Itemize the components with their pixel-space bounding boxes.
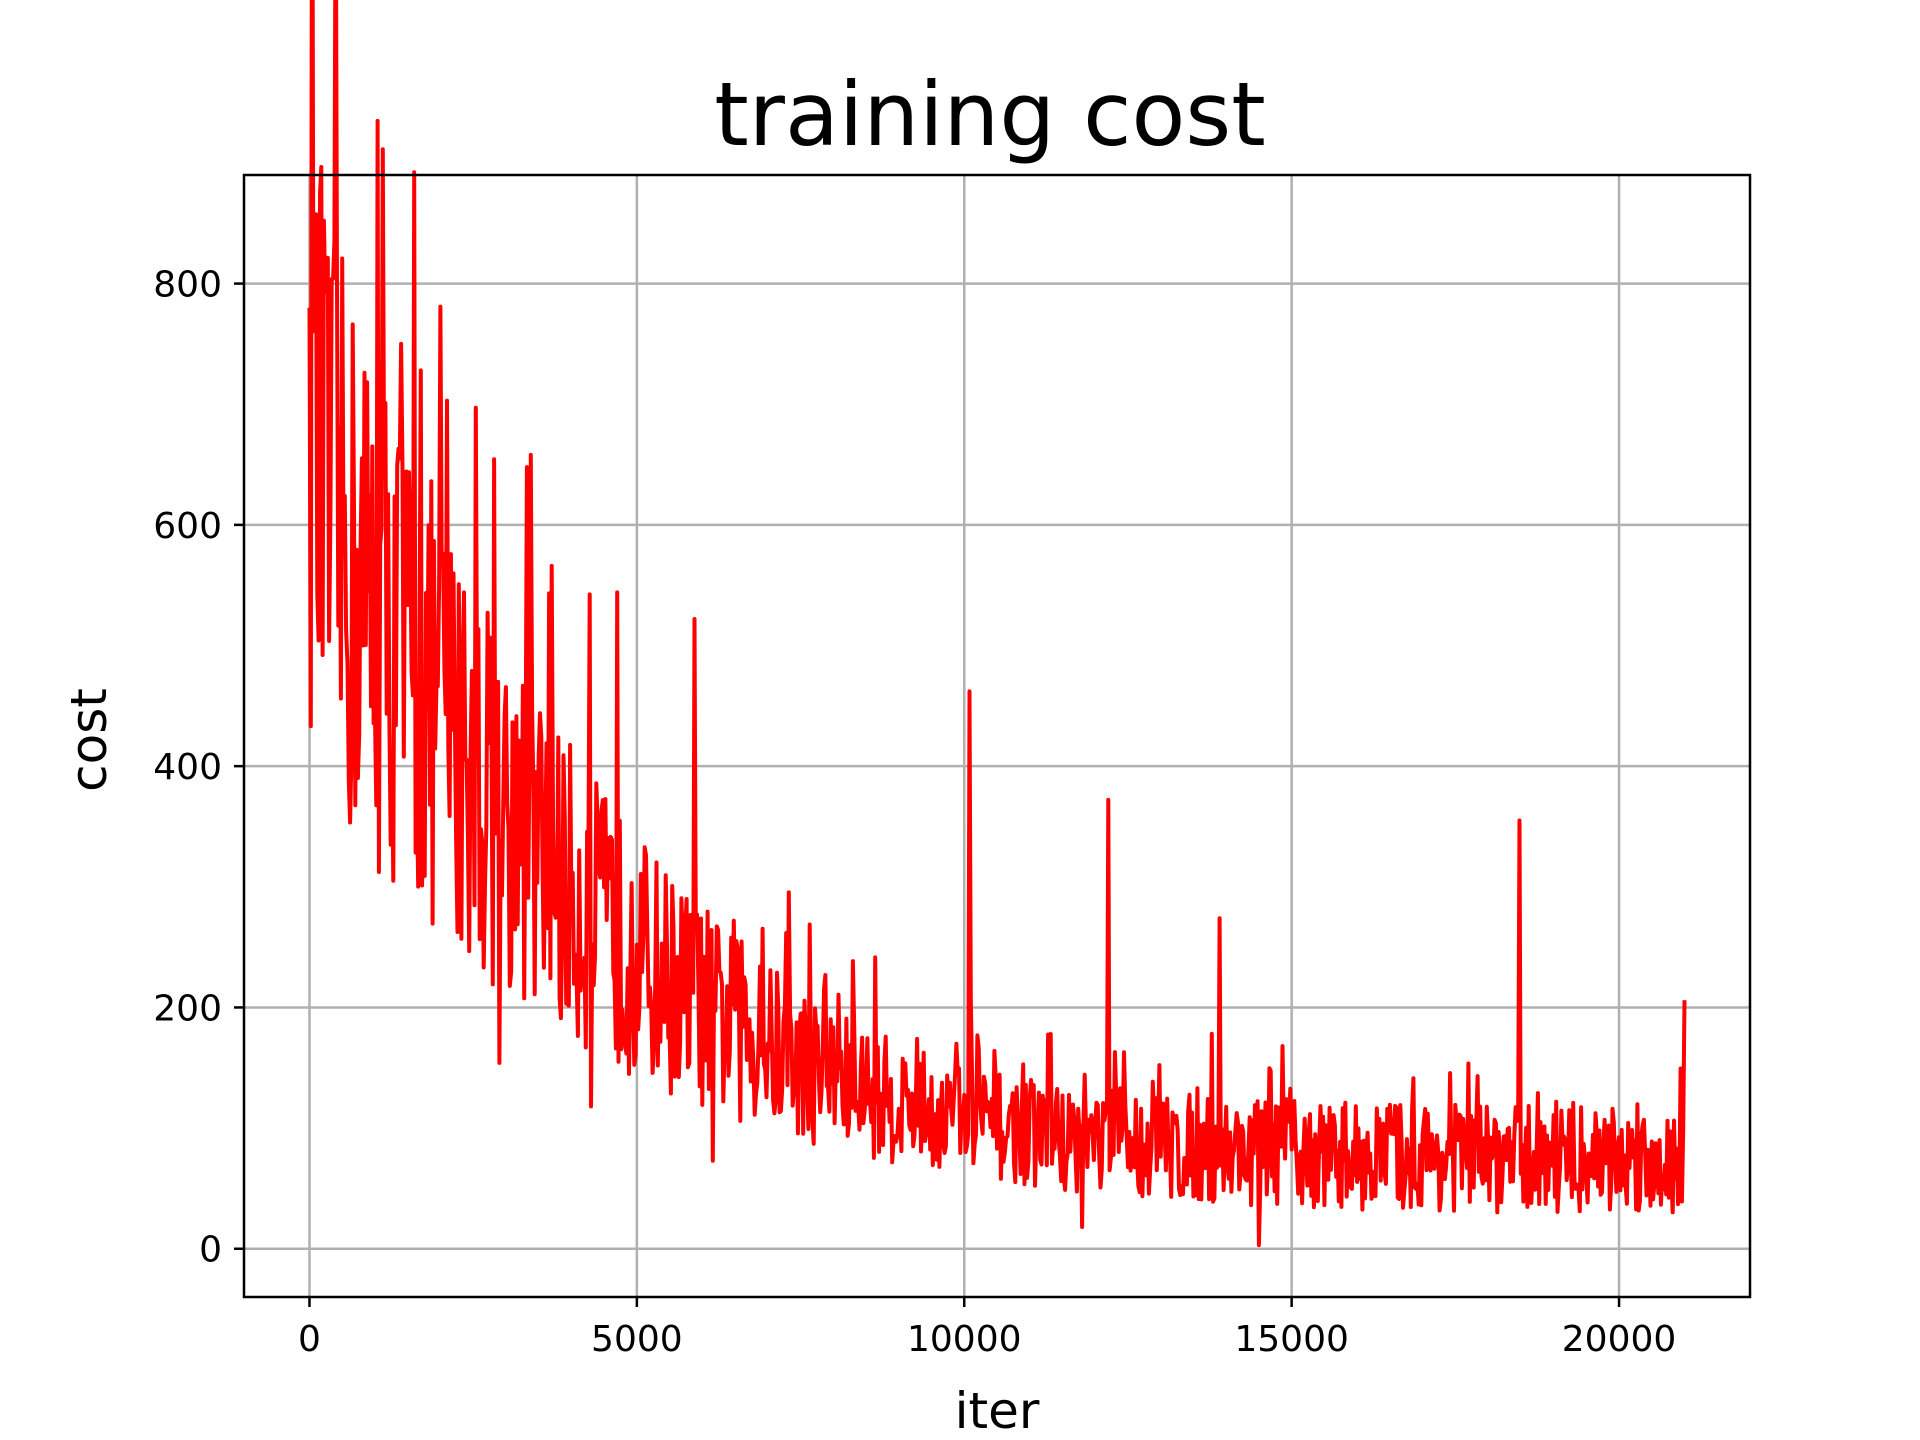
x-axis: 0 5000 10000 15000 20000 (298, 1297, 1676, 1360)
series-line (307, 0, 1687, 1248)
x-tick-label: 0 (298, 1319, 321, 1360)
y-axis: 0 200 400 600 800 (153, 265, 244, 1271)
y-tick-label: 0 (199, 1230, 222, 1271)
y-tick-label: 600 (153, 506, 222, 547)
x-tick-label: 15000 (1234, 1319, 1349, 1360)
chart-title: training cost (714, 63, 1265, 166)
x-tick-label: 10000 (907, 1319, 1022, 1360)
series-polyline (307, 0, 1687, 1248)
y-tick-label: 800 (153, 265, 222, 306)
grid (244, 175, 1750, 1297)
plot-frame (242, 173, 1752, 1299)
x-axis-label: iter (955, 1382, 1040, 1440)
x-tick-label: 5000 (591, 1319, 683, 1360)
x-tick-label: 20000 (1562, 1319, 1677, 1360)
y-axis-label: cost (60, 688, 118, 792)
y-tick-label: 400 (153, 747, 222, 788)
y-tick-label: 200 (153, 988, 222, 1029)
